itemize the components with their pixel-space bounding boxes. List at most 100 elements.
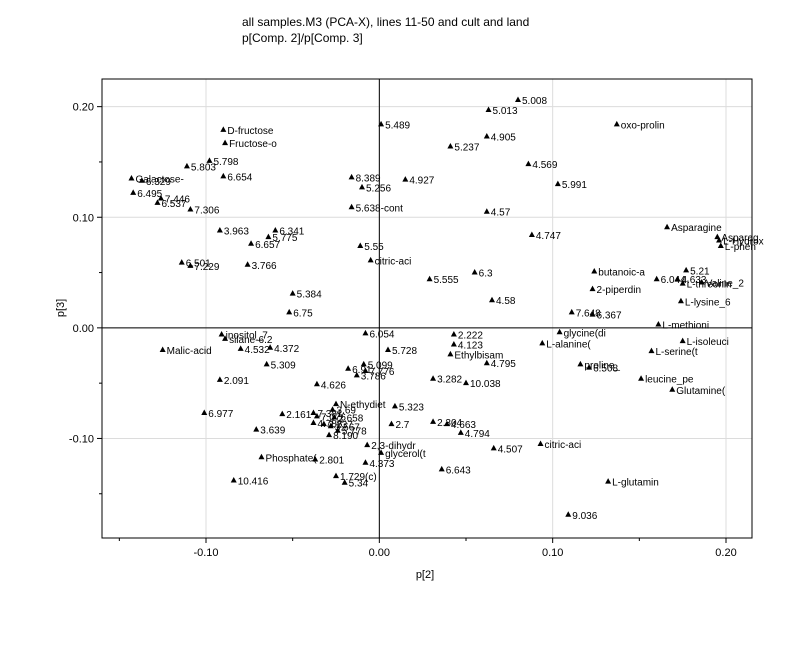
point-marker [279, 410, 286, 417]
point-label: 4.747 [536, 231, 561, 242]
point-label: 8.389 [356, 173, 381, 184]
data-point: 4.57 [483, 208, 511, 219]
point-marker [591, 267, 598, 274]
point-label: 5.237 [454, 142, 479, 153]
point-marker [310, 419, 317, 425]
point-label: 6.654 [227, 172, 252, 183]
data-point: butanoic-a [591, 267, 645, 278]
point-marker [457, 429, 464, 435]
point-marker [364, 441, 371, 448]
zero-lines [102, 79, 752, 538]
data-point: 7.648 [568, 308, 601, 319]
data-point: 5.991 [554, 180, 587, 191]
point-label: 5.256 [366, 183, 391, 194]
point-label: 6.657 [255, 240, 280, 251]
data-point: Galactose- [128, 175, 184, 186]
data-point: 2.304 [430, 418, 463, 429]
point-marker [443, 420, 450, 427]
point-label: 5.798 [213, 157, 238, 168]
point-label: 2.091 [224, 376, 249, 387]
point-marker [333, 400, 339, 407]
point-label: 3.69 [337, 406, 357, 417]
data-point: L-phen [717, 242, 756, 253]
point-label: 4.905 [491, 133, 516, 144]
point-marker [333, 472, 339, 479]
chart-subtitle: p[Comp. 2]/p[Comp. 3] [242, 31, 363, 45]
point-label: 9.036 [572, 511, 597, 522]
point-marker [490, 444, 497, 451]
point-marker [438, 465, 445, 472]
point-marker [565, 511, 572, 517]
data-point: Malic-acid [159, 346, 212, 357]
point-marker [265, 233, 272, 240]
data-point: 4.372 [267, 344, 300, 355]
data-point: Phosphate( [258, 453, 317, 464]
point-marker [430, 375, 437, 381]
point-label: Asparag [721, 233, 758, 244]
point-label: 4.372 [274, 344, 299, 355]
point-label: 8.190 [333, 431, 358, 442]
data-point: L-methioni [655, 321, 709, 332]
data-point: oxo-prolin [613, 120, 665, 131]
data-point: L-glutamin [605, 478, 659, 489]
point-marker [537, 440, 544, 446]
data-point: 7.381 [310, 409, 343, 420]
data-point: 4.373 [362, 459, 395, 470]
point-label: leucine_pe [645, 375, 694, 386]
point-label: 5.991 [562, 180, 587, 191]
point-label: Asparagine [671, 223, 722, 234]
chart-title: all samples.M3 (PCA-X), lines 11-50 and … [242, 15, 530, 29]
point-marker [362, 329, 369, 336]
data-point: citric-aci [367, 256, 411, 267]
point-marker [577, 360, 584, 367]
grid-lines [102, 79, 752, 538]
point-marker [159, 346, 166, 352]
point-marker [218, 330, 225, 337]
point-label: Phosphate( [265, 453, 317, 464]
point-marker [683, 266, 690, 273]
data-point: L-alanine( [539, 339, 591, 350]
point-marker [528, 231, 535, 237]
point-label: 6.501 [186, 259, 211, 270]
point-marker [216, 376, 223, 382]
point-label: 7.381 [317, 409, 342, 420]
data-point: 8.190 [326, 431, 359, 442]
point-marker [586, 364, 593, 370]
data-point: 7.776 [362, 367, 395, 378]
point-label: 5.638-cont [356, 203, 403, 214]
point-marker [178, 259, 185, 265]
point-label: 2.658 [338, 413, 363, 424]
data-point: 6.495 [130, 189, 163, 200]
data-point: 6.91 [345, 365, 372, 376]
data-point: 6.367 [589, 311, 622, 322]
point-label: Ethylbisam [454, 350, 503, 361]
data-point: 6.75 [286, 308, 313, 319]
data-point: 2.161 [279, 410, 312, 421]
plot-frame [101, 78, 753, 539]
data-point: 4.795 [483, 359, 516, 370]
data-point: D-fructose [220, 126, 274, 137]
point-label: glycerol(t [385, 449, 426, 460]
point-label: 10.038 [470, 379, 501, 390]
data-point: Asparagine [664, 223, 722, 234]
point-marker [655, 321, 662, 327]
data-points: 5.008 5.013 5.489 oxo-prolin 4.905 5.237 D-fru… [128, 96, 764, 522]
point-marker [326, 431, 333, 438]
data-point: 6.657 [248, 240, 281, 251]
data-point: 5.55 [357, 242, 384, 253]
point-marker [312, 455, 319, 462]
point-label: 2.222 [458, 330, 483, 341]
point-marker [248, 240, 255, 246]
point-marker [327, 422, 334, 429]
point-label: 7.229 [194, 262, 219, 273]
data-point: 3.766 [244, 261, 277, 272]
point-marker [664, 223, 671, 230]
point-marker [589, 311, 596, 317]
point-marker [258, 453, 265, 460]
point-marker [289, 290, 296, 296]
point-marker [471, 269, 478, 275]
point-marker [515, 96, 521, 103]
data-point: Fructose-o [222, 139, 277, 150]
point-marker [463, 379, 469, 386]
data-point: 6.643 [438, 465, 471, 476]
